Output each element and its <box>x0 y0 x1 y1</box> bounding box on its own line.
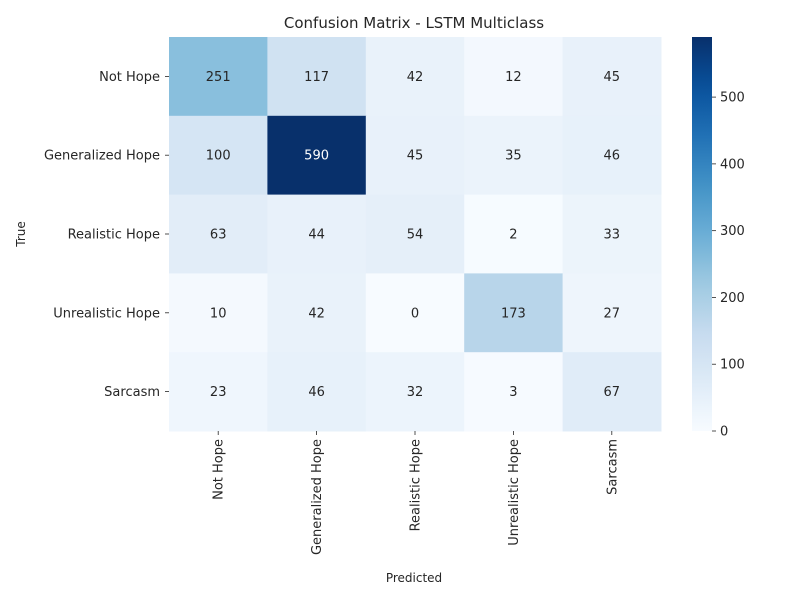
colorbar-tick-label: 400 <box>720 157 745 172</box>
cell-value-label: 45 <box>604 70 621 85</box>
cell-value-label: 10 <box>210 306 227 321</box>
cell-value-label: 251 <box>206 70 231 85</box>
cell-value-label: 0 <box>411 306 419 321</box>
colorbar-tick-label: 300 <box>720 224 745 239</box>
y-tick-label: Not Hope <box>99 70 160 85</box>
cell-value-label: 42 <box>308 306 325 321</box>
cell-value-label: 45 <box>407 149 424 164</box>
heatmap-cell <box>169 352 268 432</box>
heatmap-cell <box>464 37 564 117</box>
heatmap-cell <box>267 37 367 117</box>
heatmap-cell <box>169 273 268 353</box>
cell-value-label: 33 <box>604 228 621 243</box>
colorbar-tick-label: 100 <box>720 358 745 373</box>
y-tick-label: Generalized Hope <box>44 149 160 164</box>
heatmap-cell <box>267 194 367 274</box>
heatmap-cell <box>464 273 564 353</box>
x-tick-label: Generalized Hope <box>310 439 325 555</box>
heatmap-cell <box>365 273 465 353</box>
cell-value-label: 12 <box>505 70 522 85</box>
cell-value-label: 2 <box>509 228 517 243</box>
x-axis-label: Predicted <box>386 571 442 585</box>
colorbar-tick-label: 0 <box>720 425 728 440</box>
cell-value-label: 3 <box>509 385 517 400</box>
heatmap-cell <box>562 115 662 196</box>
cell-value-label: 590 <box>304 149 329 164</box>
heatmap-cell <box>365 37 465 117</box>
cell-value-label: 173 <box>501 306 526 321</box>
heatmap-cells <box>169 37 662 432</box>
y-axis-label: True <box>14 221 28 248</box>
colorbar-ticks: 0 100 200 300 400 500 <box>712 91 745 440</box>
cell-value-label: 46 <box>308 385 325 400</box>
heatmap-cell <box>169 194 268 274</box>
cell-value-label: 63 <box>210 228 227 243</box>
heatmap-cell <box>169 115 268 196</box>
heatmap-cell <box>365 352 465 432</box>
y-tick-label: Unrealistic Hope <box>53 306 160 321</box>
heatmap-cell <box>464 352 564 432</box>
heatmap-cell <box>267 352 367 432</box>
heatmap-cell <box>562 273 662 353</box>
heatmap-cell <box>169 37 268 117</box>
colorbar-tick-label: 500 <box>720 91 745 106</box>
x-axis-ticks: Not Hope Generalized Hope Realistic Hope Un… <box>212 431 620 555</box>
colorbar <box>692 37 712 431</box>
cell-value-label: 44 <box>308 228 325 243</box>
heatmap-cell <box>267 273 367 353</box>
cell-value-label: 100 <box>206 149 231 164</box>
heatmap-cell <box>464 194 564 274</box>
y-axis-ticks: Not Hope Generalized Hope Realistic Hope Un… <box>44 70 169 400</box>
y-tick-label: Sarcasm <box>104 385 160 400</box>
cell-value-label: 42 <box>407 70 424 85</box>
heatmap-cell <box>365 194 465 274</box>
cell-value-label: 27 <box>604 306 621 321</box>
cell-value-label: 54 <box>407 228 424 243</box>
heatmap-cell <box>365 115 465 196</box>
heatmap-cell <box>464 115 564 196</box>
colorbar-tick-label: 200 <box>720 291 745 306</box>
x-tick-label: Unrealistic Hope <box>507 439 522 546</box>
cell-value-label: 67 <box>604 385 621 400</box>
heatmap-cell <box>562 352 662 432</box>
x-tick-label: Not Hope <box>212 439 227 500</box>
heatmap-cell <box>562 37 662 117</box>
cell-value-label: 23 <box>210 385 227 400</box>
cell-value-label: 35 <box>505 149 522 164</box>
heatmap-cell <box>267 115 367 196</box>
cell-value-label: 46 <box>604 149 621 164</box>
chart-title: Confusion Matrix - LSTM Multiclass <box>284 14 544 32</box>
y-tick-label: Realistic Hope <box>68 228 160 243</box>
x-tick-label: Sarcasm <box>605 439 620 495</box>
heatmap-cell <box>562 194 662 274</box>
cell-value-label: 32 <box>407 385 424 400</box>
x-tick-label: Realistic Hope <box>409 439 424 531</box>
cell-value-label: 117 <box>304 70 329 85</box>
